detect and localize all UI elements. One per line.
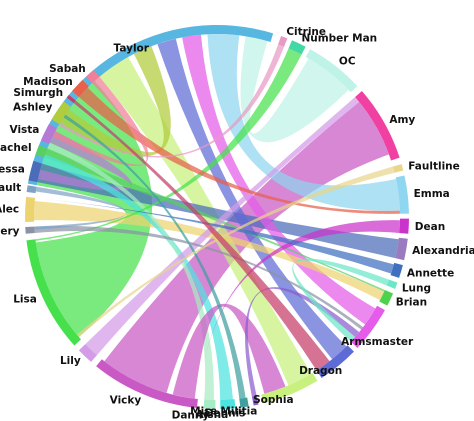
label-rachel: Rachel — [0, 142, 32, 154]
ribbon-armsmaster-to-taylor — [182, 34, 376, 325]
label-lisa: Lisa — [13, 294, 37, 306]
label-madison: Madison — [23, 76, 73, 88]
arc-battery — [25, 226, 35, 234]
label-vicky: Vicky — [110, 394, 142, 406]
ribbon-sabah-to-taylor — [52, 76, 149, 166]
label-alexandria: Alexandria — [412, 245, 474, 257]
ribbon-assault-to-battery — [34, 186, 127, 230]
arc-armsmaster — [350, 305, 385, 348]
arc-aisha — [220, 399, 236, 409]
label-dragon: Dragon — [299, 365, 342, 377]
arc-vista — [40, 123, 57, 145]
arc-assault — [26, 185, 37, 194]
label-vista: Vista — [10, 124, 40, 136]
label-oc: OC — [339, 55, 356, 67]
ribbon-danny-to-taylor — [47, 142, 214, 400]
ribbon-ashley-to-taylor — [60, 46, 171, 157]
arc-oc — [305, 49, 358, 93]
label-alec: Alec — [0, 204, 19, 216]
arc-faultline — [392, 164, 404, 173]
ribbon-vista-to-taylor — [38, 131, 133, 191]
arc-miss-militia — [251, 395, 259, 406]
ribbon-vicky-to-amy — [104, 101, 389, 393]
label-dean: Dean — [415, 221, 445, 233]
arc-contessa — [28, 160, 42, 183]
label-contessa: Contessa — [0, 164, 25, 176]
ribbon-battery-to-armsmaster — [34, 225, 364, 330]
arc-sophia — [261, 373, 318, 404]
ribbon-miss-militia-to-armsmaster — [245, 287, 360, 397]
arc-sabah — [86, 69, 100, 84]
label-aisha: Aisha — [196, 409, 229, 421]
ribbon-citrine-to-taylor — [58, 44, 285, 158]
arc-amy — [355, 91, 400, 161]
arc-brian — [379, 289, 394, 306]
label-annette: Annette — [407, 268, 454, 280]
ribbon-vicky-to-sophia — [172, 303, 286, 399]
label-battery: Battery — [0, 225, 20, 237]
arc-dragon — [316, 345, 354, 379]
arc-lisa — [26, 239, 81, 346]
label-emma: Emma — [414, 188, 450, 200]
label-danny: Danny — [172, 409, 210, 421]
arc-vicky — [96, 359, 198, 408]
ribbon-oc-to-taylor — [240, 36, 349, 143]
label-number-man: Number Man — [301, 32, 377, 44]
label-sophia: Sophia — [253, 394, 293, 406]
ribbon-rachel-to-brian — [43, 148, 385, 292]
ribbon-lung-to-armsmaster — [292, 258, 389, 342]
arc-annette — [390, 262, 403, 278]
label-armsmaster: Armsmaster — [341, 336, 414, 348]
arc-dennis — [239, 397, 249, 408]
arc-simurgh — [66, 94, 76, 104]
label-sabah: Sabah — [49, 63, 86, 75]
arc-dean — [399, 218, 409, 234]
arc-citrine — [278, 36, 288, 47]
label-simurgh: Simurgh — [13, 87, 63, 99]
label-lung: Lung — [402, 282, 431, 294]
ribbon-madison-to-emma — [78, 87, 400, 214]
label-brian: Brian — [396, 297, 427, 309]
label-dennis: Dennis — [205, 407, 246, 419]
arc-lily — [78, 344, 97, 362]
arc-ashley — [51, 101, 71, 125]
arc-danny — [203, 399, 216, 409]
arc-layer — [25, 25, 409, 409]
ribbon-aisha-to-taylor — [42, 154, 233, 400]
label-amy: Amy — [389, 114, 415, 126]
arc-emma — [395, 175, 409, 214]
ribbon-layer — [34, 33, 400, 400]
arc-lung — [386, 279, 398, 289]
arc-alexandria — [395, 237, 408, 261]
ribbon-dragon-to-taylor — [157, 38, 347, 360]
arc-number-man — [288, 40, 306, 55]
label-lily: Lily — [60, 355, 81, 367]
arc-alec — [25, 196, 35, 223]
ribbon-lily-to-amy — [85, 96, 360, 356]
label-miss-militia: Miss Militia — [190, 405, 257, 417]
label-assault: Assault — [0, 182, 21, 194]
arc-rachel — [35, 145, 48, 158]
label-faultline: Faultline — [408, 160, 460, 172]
label-ashley: Ashley — [13, 102, 53, 114]
arc-madison — [72, 80, 89, 97]
ribbon-emma-to-taylor — [207, 33, 400, 211]
ribbon-alec-to-brian — [34, 201, 385, 301]
label-taylor: Taylor — [114, 43, 150, 55]
label-citrine: Citrine — [286, 26, 326, 38]
ribbon-simurgh-to-dragon — [73, 100, 330, 371]
